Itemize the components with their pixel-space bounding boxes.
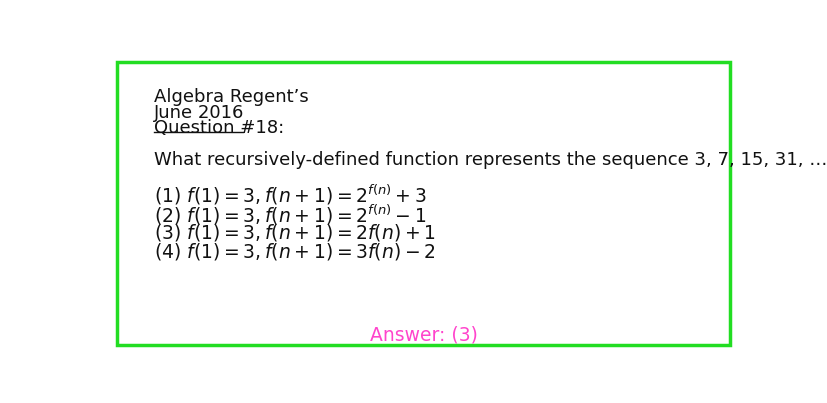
Text: What recursively-defined function represents the sequence 3, 7, 15, 31, ……?: What recursively-defined function repres…	[154, 151, 827, 169]
Text: $(4)\ f(1) = 3, f(n+1) = 3f(n) - 2$: $(4)\ f(1) = 3, f(n+1) = 3f(n) - 2$	[154, 241, 435, 262]
Text: $(2)\ f(1) = 3, f(n+1) = 2^{f(n)} - 1$: $(2)\ f(1) = 3, f(n+1) = 2^{f(n)} - 1$	[154, 202, 426, 226]
FancyBboxPatch shape	[117, 62, 730, 345]
Text: Algebra Regent’s: Algebra Regent’s	[154, 88, 308, 106]
Text: June 2016: June 2016	[154, 104, 244, 122]
Text: Answer: (3): Answer: (3)	[370, 326, 477, 345]
Text: Question #18:: Question #18:	[154, 119, 284, 137]
Text: $(1)\ f(1) = 3, f(n+1) = 2^{f(n)} + 3$: $(1)\ f(1) = 3, f(n+1) = 2^{f(n)} + 3$	[154, 183, 427, 207]
Text: $(3)\ f(1) = 3, f(n+1) = 2f(n) + 1$: $(3)\ f(1) = 3, f(n+1) = 2f(n) + 1$	[154, 222, 435, 243]
